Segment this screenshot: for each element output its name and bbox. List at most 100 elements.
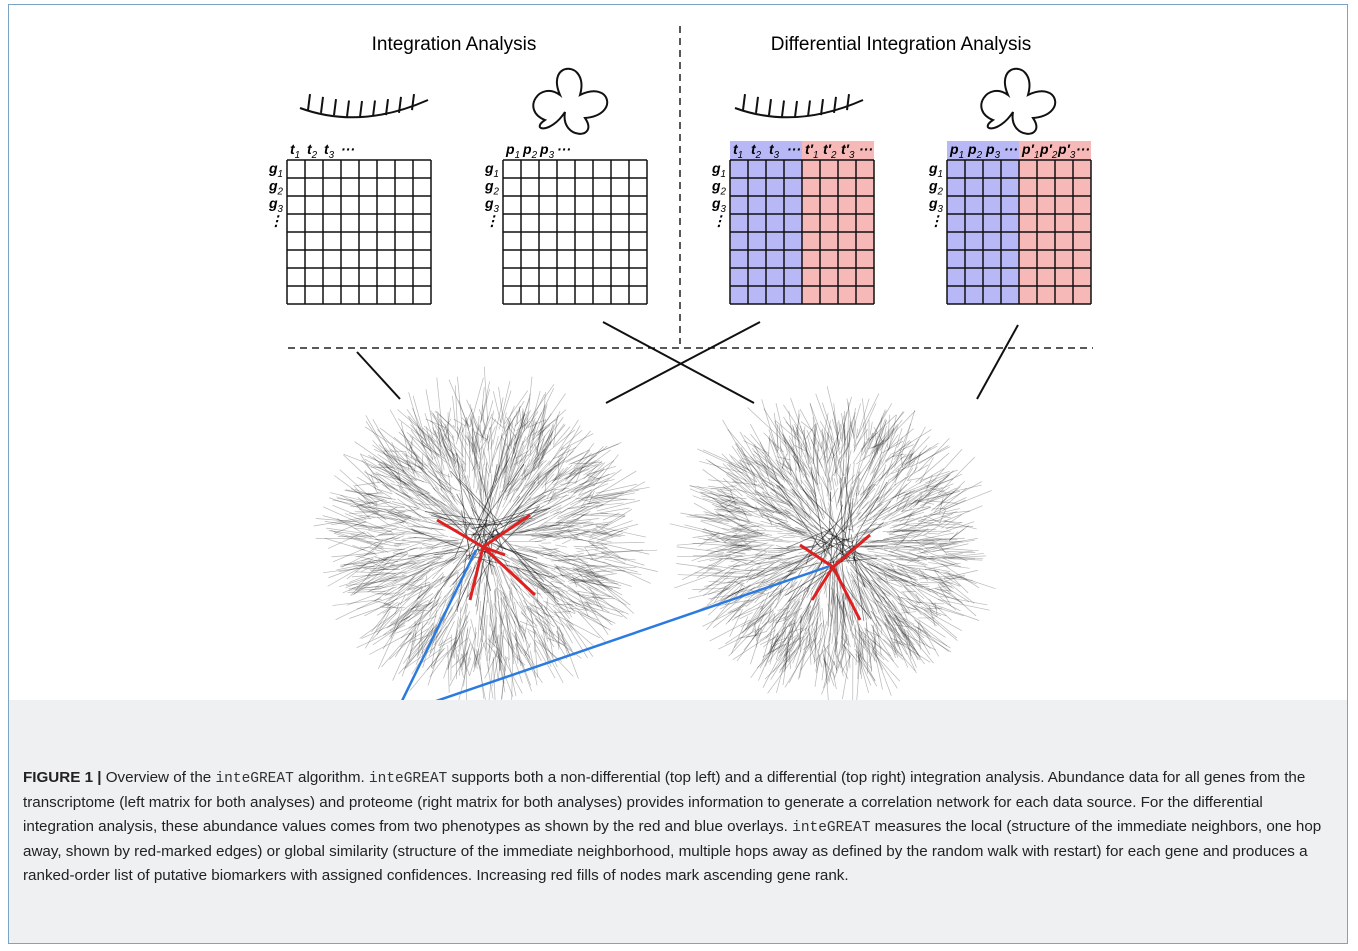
edge	[559, 434, 593, 451]
networks	[314, 367, 996, 700]
edge	[692, 588, 727, 590]
edge	[541, 613, 554, 618]
edge	[485, 498, 486, 520]
label-main: g	[711, 160, 721, 176]
edge	[557, 603, 599, 620]
label: ⋮	[485, 213, 499, 229]
edge	[512, 633, 533, 667]
label-main: ⋮	[929, 213, 943, 229]
edge	[757, 526, 777, 527]
icon-tick	[795, 101, 797, 117]
edge	[332, 599, 381, 605]
label-sub: 2	[1051, 150, 1058, 161]
label-sub: 1	[959, 150, 964, 161]
protein-icon	[533, 69, 607, 134]
label-sub: 1	[938, 169, 943, 180]
edge	[414, 537, 459, 540]
label-sub: 2	[311, 150, 318, 161]
caption-text: algorithm.	[294, 769, 369, 786]
label-main: ···	[1004, 141, 1018, 157]
label-main: p	[949, 141, 959, 157]
caption-code: inteGREAT	[215, 771, 293, 787]
edge	[574, 477, 601, 493]
edge	[373, 419, 397, 462]
label-main: p	[539, 141, 549, 157]
label-sub: 3	[329, 150, 335, 161]
label-sub: 3	[995, 150, 1001, 161]
edge	[555, 545, 567, 547]
edge	[835, 470, 842, 481]
label-sub: 2	[277, 187, 284, 198]
label-main: g	[484, 178, 494, 194]
edge	[867, 497, 879, 510]
icon-tick	[360, 101, 362, 117]
edge	[571, 513, 608, 515]
edge	[877, 616, 915, 650]
edge	[858, 502, 869, 515]
label-main: g	[928, 195, 938, 211]
edge	[725, 514, 766, 530]
label: t3	[324, 141, 335, 161]
label-main: g	[484, 160, 494, 176]
label: p2	[522, 141, 538, 161]
edge	[718, 628, 761, 649]
edge	[334, 533, 383, 547]
edge	[818, 595, 819, 614]
caption-label: FIGURE 1 |	[23, 769, 102, 786]
figure: Integration Analysis Differential Integr…	[0, 0, 1358, 700]
edge	[574, 546, 607, 548]
label-main: p	[522, 141, 532, 157]
label: p1	[505, 141, 520, 161]
label-main: p′	[1057, 141, 1071, 157]
label-sub: 1	[515, 150, 520, 161]
label: ⋮	[269, 213, 283, 229]
label-sub: 3	[549, 150, 555, 161]
edge	[844, 645, 851, 658]
edge	[758, 611, 773, 638]
label-sub: 1	[721, 169, 726, 180]
edge	[325, 538, 365, 550]
edge	[328, 564, 367, 586]
edge	[569, 624, 593, 645]
edge	[352, 545, 376, 554]
edge	[901, 591, 915, 592]
edge	[834, 478, 836, 486]
edge	[705, 518, 742, 530]
label: t2	[307, 141, 318, 161]
edge	[516, 472, 541, 506]
edge	[394, 545, 409, 546]
edge	[344, 455, 378, 488]
icon-tick	[847, 94, 849, 110]
label-main: ···	[859, 141, 873, 157]
edge	[491, 417, 503, 427]
label-sub: 1	[278, 169, 283, 180]
label-sub: 3	[774, 150, 780, 161]
edge	[357, 625, 405, 647]
icon-tick	[808, 101, 810, 117]
transcript-icon	[735, 100, 863, 117]
label: ⋮	[712, 213, 726, 229]
edge	[333, 500, 376, 509]
icons	[300, 69, 1055, 134]
label-sub: 2	[976, 150, 983, 161]
heading: Integration Analysis	[372, 34, 537, 55]
edge	[437, 378, 442, 429]
edge	[814, 644, 829, 662]
icon-tick	[756, 97, 758, 113]
edge	[776, 649, 788, 693]
label-main: ⋮	[712, 213, 726, 229]
edge	[897, 437, 902, 448]
label-sub: 1	[813, 150, 818, 161]
edge	[521, 613, 537, 626]
label-main: g	[928, 160, 938, 176]
label-main: g	[268, 178, 278, 194]
edge	[740, 612, 753, 618]
caption: FIGURE 1 | Overview of the inteGREAT alg…	[9, 700, 1347, 943]
edge	[856, 455, 869, 464]
edge	[688, 589, 731, 599]
edge	[554, 614, 600, 638]
edge	[927, 533, 939, 534]
label-sub: 2	[720, 187, 727, 198]
label-main: ···	[341, 141, 355, 157]
label-main: g	[928, 178, 938, 194]
